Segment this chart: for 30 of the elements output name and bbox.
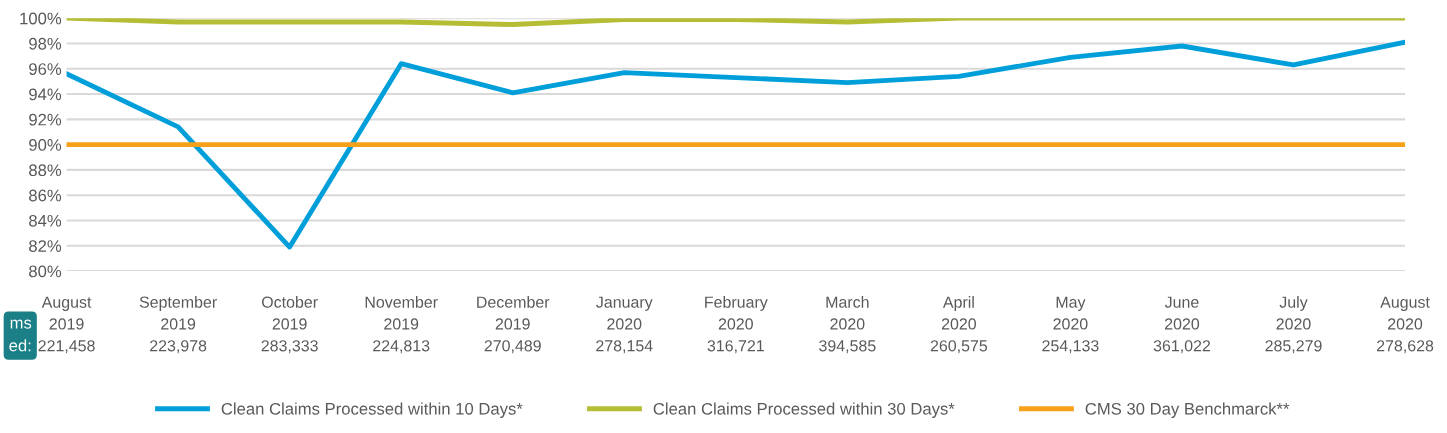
y-tick-label: 86% xyxy=(29,189,62,202)
x-tick-label: July 2020 285,279 xyxy=(1265,296,1322,354)
y-tick-label: 98% xyxy=(29,37,62,50)
y-tick-label: 82% xyxy=(29,240,62,252)
y-tick-label: 100% xyxy=(20,12,62,25)
x-tick-label: May 2020 254,133 xyxy=(1042,296,1099,354)
x-tick-label: November 2019 224,813 xyxy=(365,296,438,354)
x-tick-label: January 2020 278,154 xyxy=(596,296,653,354)
x-tick-label: August 2019 221,458 xyxy=(38,296,95,354)
y-tick-label: 84% xyxy=(29,214,62,227)
line-series xyxy=(66,18,1406,27)
text: ms ed: xyxy=(9,319,32,352)
line-series xyxy=(66,39,1406,250)
y-tick-label: 88% xyxy=(29,164,62,177)
y-tick-label: 96% xyxy=(29,63,62,75)
x-tick-label: December 2019 270,489 xyxy=(477,296,550,354)
x-tick-label: October 2019 283,333 xyxy=(261,296,318,354)
y-tick-label: 80% xyxy=(29,265,62,278)
y-tick-label: 94% xyxy=(29,88,62,101)
legend-label: CMS 30 Day Benchmarck** xyxy=(1085,402,1290,418)
x-tick-label: June 2020 361,022 xyxy=(1153,296,1211,354)
y-tick-label: 92% xyxy=(29,113,62,126)
x-tick-label: September 2019 223,978 xyxy=(139,296,217,354)
legend-label: Clean Claims Processed within 30 Days* xyxy=(653,402,955,418)
x-tick-label: February 2020 316,721 xyxy=(705,296,768,354)
x-tick-label: August 2020 278,628 xyxy=(1376,296,1434,354)
x-tick-label: April 2020 260,575 xyxy=(930,296,988,354)
y-tick-label: 90% xyxy=(29,139,62,151)
x-tick-label: March 2020 394,585 xyxy=(819,296,876,354)
legend-label: Clean Claims Processed within 10 Days* xyxy=(221,402,523,418)
